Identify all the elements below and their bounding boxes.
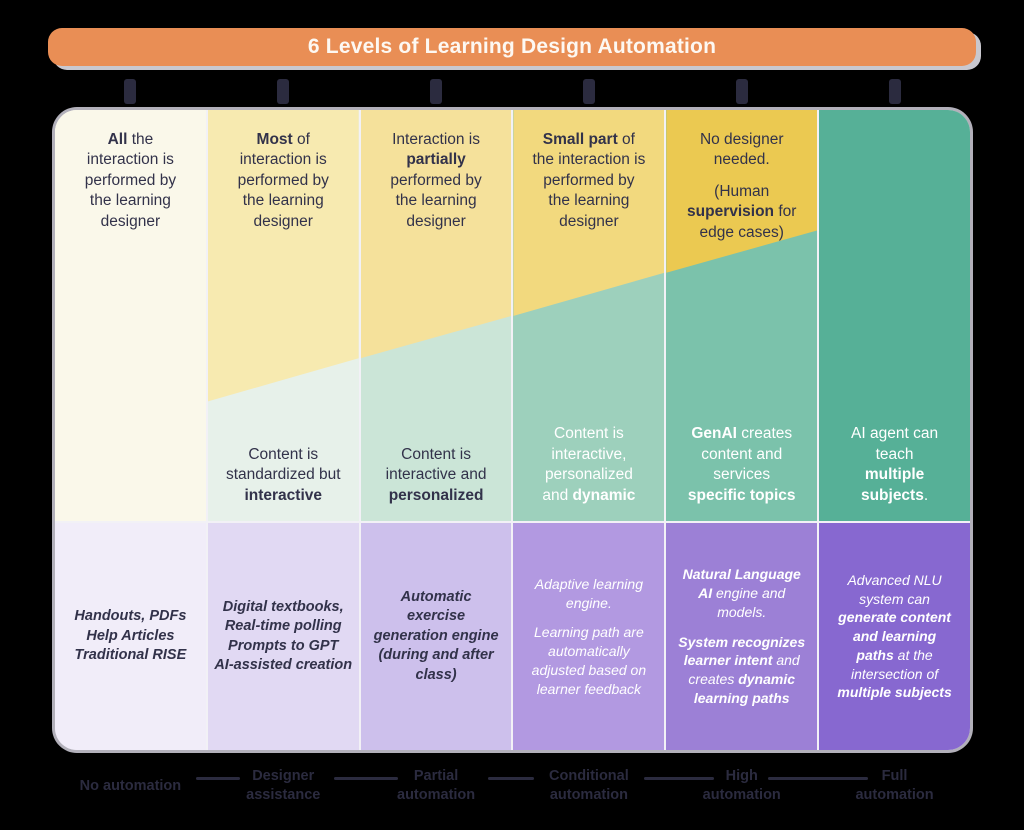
level-column-5: AI agent can teach multiple subjects. Advan… bbox=[819, 110, 970, 750]
title-banner: 6 Levels of Learning Design Automation bbox=[48, 28, 976, 66]
examples-zone: Adaptive learning engine. Learning path ar… bbox=[513, 523, 665, 750]
interaction-zone: Most of interaction is performed by the lea… bbox=[207, 110, 359, 521]
level-label-1: Designer assistance bbox=[246, 768, 321, 803]
examples-zone: Natural Language AI engine and models. Syst… bbox=[666, 523, 818, 750]
examples-text: Digital textbooks, Real-time polling Promp… bbox=[214, 598, 353, 673]
level-column-4: No designer needed. (Human supervision for e… bbox=[666, 110, 818, 750]
interaction-text: No designer needed. (Human supervision for e… bbox=[687, 131, 797, 241]
content-text: AI agent can teach multiple subjects. bbox=[851, 425, 939, 504]
connector-tick bbox=[736, 79, 748, 104]
level-label-2: Partial automation bbox=[397, 768, 476, 803]
examples-text: Handouts, PDFs Help Articles Traditional R… bbox=[74, 608, 187, 664]
yellow-wedge bbox=[360, 110, 512, 359]
examples-zone: Handouts, PDFs Help Articles Traditional R… bbox=[55, 523, 206, 750]
examples-zone: Automatic exercise generation engine (durin… bbox=[360, 523, 512, 750]
interaction-zone: All the interaction is performed by the lea… bbox=[55, 110, 206, 521]
connector-tick bbox=[430, 79, 442, 104]
yellow-wedge bbox=[55, 110, 206, 521]
content-text bbox=[55, 506, 206, 521]
level-axis-connector bbox=[644, 777, 714, 780]
level-column-1: Most of interaction is performed by the lea… bbox=[207, 110, 359, 750]
interaction-text bbox=[819, 110, 970, 130]
level-column-2: Interaction is partially performed by the l… bbox=[360, 110, 512, 750]
yellow-wedge bbox=[207, 110, 359, 402]
interaction-text: Most of interaction is performed by the lea… bbox=[237, 131, 329, 230]
level-label-0: No automation bbox=[79, 777, 182, 794]
examples-text: Adaptive learning engine. Learning path ar… bbox=[531, 575, 647, 697]
page-title: 6 Levels of Learning Design Automation bbox=[307, 35, 717, 58]
interaction-zone: Interaction is partially performed by the l… bbox=[360, 110, 512, 521]
interaction-zone: Small part of the interaction is performed… bbox=[513, 110, 665, 521]
content-text: Content is standardized but interactive bbox=[225, 445, 341, 504]
level-axis-connector bbox=[768, 777, 868, 780]
connector-tick bbox=[583, 79, 595, 104]
content-text: GenAI creates content and services specific… bbox=[687, 425, 796, 504]
level-label-3: Conditional automation bbox=[549, 768, 629, 803]
interaction-text: All the interaction is performed by the lea… bbox=[84, 131, 177, 230]
levels-panel: All the interaction is performed by the lea… bbox=[55, 110, 970, 750]
level-axis-connector bbox=[488, 777, 534, 780]
interaction-zone: AI agent can teach multiple subjects. bbox=[819, 110, 970, 521]
content-text: Content is interactive, personalized and dy… bbox=[542, 425, 636, 504]
level-column-3: Small part of the interaction is performed… bbox=[513, 110, 665, 750]
examples-zone: Digital textbooks, Real-time polling Promp… bbox=[207, 523, 359, 750]
interaction-text: Small part of the interaction is performed… bbox=[532, 131, 646, 230]
content-text: Content is interactive and personalized bbox=[385, 445, 487, 504]
level-column-0: All the interaction is performed by the lea… bbox=[55, 110, 206, 750]
level-labels-row: No automation Designer assistance Partia… bbox=[55, 760, 970, 812]
level-axis-connector bbox=[334, 777, 398, 780]
examples-text: Automatic exercise generation engine (durin… bbox=[373, 588, 499, 683]
level-axis-connector bbox=[196, 777, 240, 780]
level-label-5: Full automation bbox=[855, 768, 934, 803]
connector-tick bbox=[124, 79, 136, 104]
examples-zone: Advanced NLU system can generate content an… bbox=[819, 523, 970, 750]
level-label-4: High automation bbox=[702, 768, 781, 803]
interaction-zone: No designer needed. (Human supervision for e… bbox=[666, 110, 818, 521]
examples-text: Advanced NLU system can generate content an… bbox=[837, 571, 952, 701]
interaction-text: Interaction is partially performed by the l… bbox=[390, 131, 482, 230]
examples-text: Natural Language AI engine and models. Syst… bbox=[678, 566, 806, 706]
connector-tick bbox=[889, 79, 901, 104]
connector-tick bbox=[277, 79, 289, 104]
